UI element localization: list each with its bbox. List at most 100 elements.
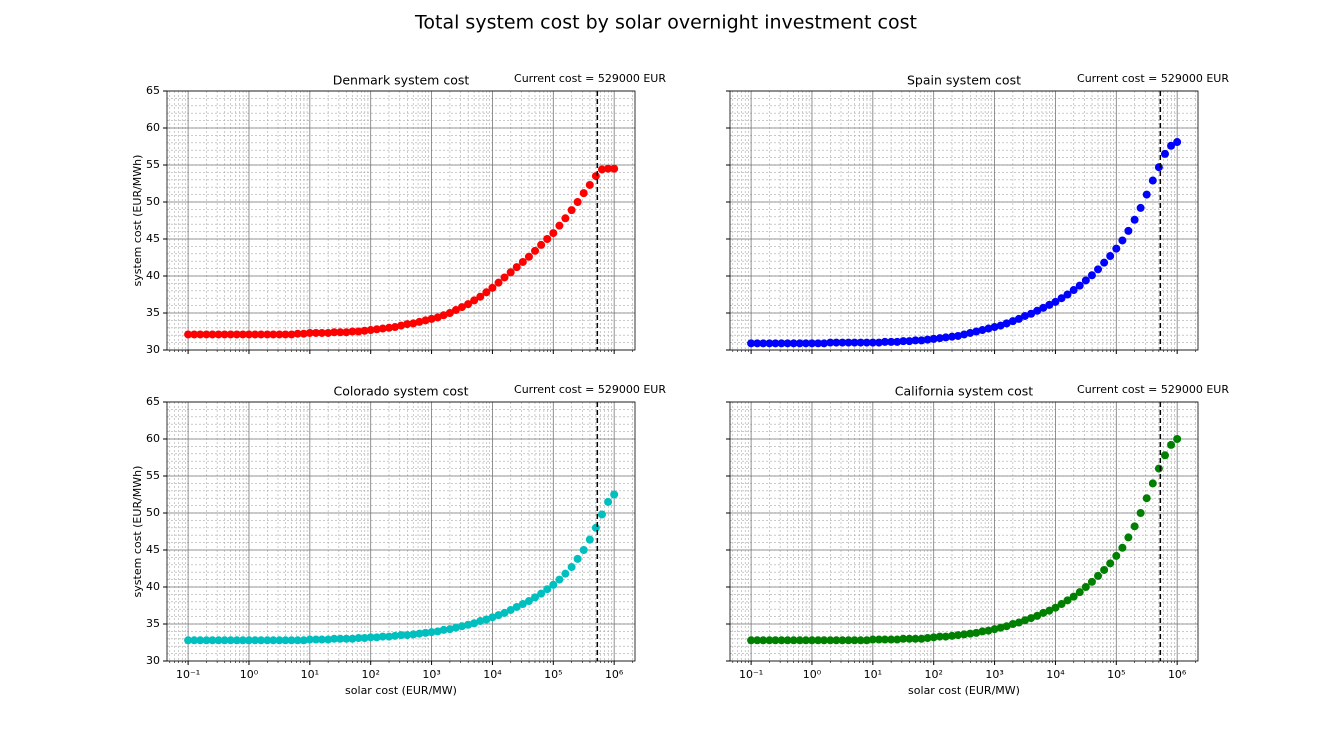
- point: [1173, 138, 1182, 147]
- point: [838, 636, 847, 645]
- point: [1154, 163, 1163, 172]
- y-tick-label: 50: [146, 506, 160, 519]
- point: [1167, 440, 1176, 449]
- point: [929, 633, 938, 642]
- point: [941, 632, 950, 641]
- y-axis-label: system cost (EUR/MWh): [131, 466, 144, 598]
- point: [917, 336, 926, 345]
- point: [795, 339, 804, 348]
- point: [960, 330, 969, 339]
- point: [257, 636, 266, 645]
- x-tick-label: 10³: [422, 668, 440, 681]
- point: [561, 569, 570, 578]
- point: [190, 330, 199, 339]
- point: [856, 636, 865, 645]
- point: [1106, 252, 1115, 261]
- annotation: Current cost = 529000 EUR: [514, 383, 666, 396]
- point: [832, 636, 841, 645]
- point: [1136, 203, 1145, 212]
- point: [795, 636, 804, 645]
- point: [899, 337, 908, 346]
- point: [591, 523, 600, 532]
- point: [591, 172, 600, 181]
- point: [1045, 300, 1054, 309]
- point: [935, 334, 944, 343]
- point: [771, 339, 780, 348]
- point: [470, 296, 479, 305]
- point: [202, 330, 211, 339]
- point: [457, 622, 466, 631]
- point: [537, 589, 546, 598]
- subplot-title: Denmark system cost: [333, 73, 470, 88]
- point: [801, 339, 810, 348]
- point: [445, 625, 454, 634]
- point: [923, 335, 932, 344]
- point: [238, 330, 247, 339]
- point: [929, 334, 938, 343]
- point: [324, 635, 333, 644]
- point: [372, 325, 381, 334]
- point: [1100, 258, 1109, 267]
- point: [524, 597, 533, 606]
- point: [336, 328, 345, 337]
- point: [832, 338, 841, 347]
- point: [862, 338, 871, 347]
- x-tick-label: 10⁻¹: [739, 668, 763, 681]
- point: [330, 328, 339, 337]
- point: [500, 608, 509, 617]
- y-tick-label: 30: [146, 343, 160, 356]
- point: [378, 324, 387, 333]
- point: [476, 617, 485, 626]
- point: [257, 330, 266, 339]
- point: [604, 164, 613, 173]
- point: [506, 268, 515, 277]
- point: [342, 328, 351, 337]
- point: [403, 631, 412, 640]
- point: [1118, 236, 1127, 245]
- x-tick-label: 10⁰: [803, 668, 822, 681]
- point: [244, 636, 253, 645]
- point: [324, 328, 333, 337]
- point: [549, 580, 558, 589]
- point: [196, 636, 205, 645]
- point: [464, 620, 473, 629]
- point: [287, 330, 296, 339]
- point: [604, 497, 613, 506]
- x-tick-label: 10⁶: [1168, 668, 1187, 681]
- figure-title: Total system cost by solar overnight inv…: [414, 12, 917, 34]
- point: [220, 636, 229, 645]
- point: [905, 634, 914, 643]
- point: [978, 627, 987, 636]
- point: [874, 338, 883, 347]
- point: [214, 636, 223, 645]
- point: [1081, 583, 1090, 591]
- point: [518, 257, 527, 266]
- point: [1063, 596, 1072, 605]
- point: [1154, 464, 1163, 473]
- point: [1057, 600, 1066, 609]
- point: [244, 330, 253, 339]
- point: [1039, 303, 1048, 312]
- point: [251, 636, 260, 645]
- point: [1087, 271, 1096, 280]
- point: [366, 633, 375, 642]
- point: [1051, 603, 1060, 612]
- x-tick-label: 10²: [361, 668, 379, 681]
- point: [427, 314, 436, 323]
- x-tick-label: 10⁴: [1046, 668, 1065, 681]
- point: [287, 636, 296, 645]
- point: [1142, 190, 1151, 199]
- point: [1075, 281, 1084, 290]
- point: [439, 625, 448, 634]
- point: [372, 633, 381, 642]
- point: [512, 263, 521, 272]
- point: [585, 535, 594, 544]
- point: [311, 328, 320, 337]
- point: [391, 323, 400, 332]
- x-tick-label: 10⁴: [483, 668, 502, 681]
- point: [354, 327, 363, 336]
- point: [880, 635, 889, 644]
- point: [1124, 226, 1133, 235]
- point: [464, 300, 473, 309]
- point: [597, 165, 606, 174]
